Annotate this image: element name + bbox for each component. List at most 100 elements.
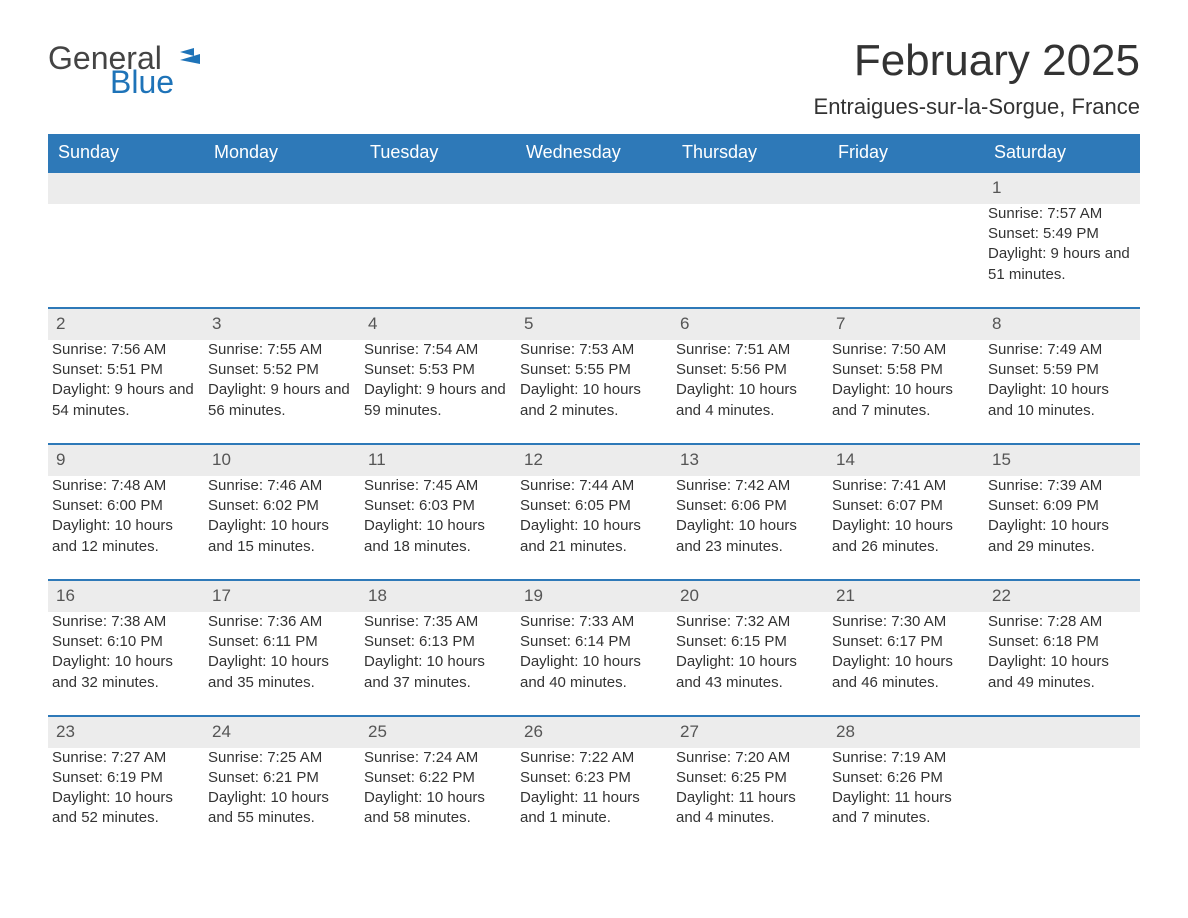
day-detail-cell: Sunrise: 7:49 AMSunset: 5:59 PMDaylight:… bbox=[984, 340, 1140, 444]
sunrise-line: Sunrise: 7:49 AM bbox=[988, 340, 1132, 360]
day-number-cell: 13 bbox=[672, 444, 828, 476]
sunrise-line: Sunrise: 7:53 AM bbox=[520, 340, 664, 360]
day-detail-cell: Sunrise: 7:30 AMSunset: 6:17 PMDaylight:… bbox=[828, 612, 984, 716]
daylight-line: Daylight: 11 hours and 1 minute. bbox=[520, 788, 664, 829]
day-number-cell: 9 bbox=[48, 444, 204, 476]
day-detail-cell: Sunrise: 7:48 AMSunset: 6:00 PMDaylight:… bbox=[48, 476, 204, 580]
sunset-line: Sunset: 6:15 PM bbox=[676, 632, 820, 652]
sunrise-line: Sunrise: 7:22 AM bbox=[520, 748, 664, 768]
sunset-line: Sunset: 6:23 PM bbox=[520, 768, 664, 788]
day-number-cell bbox=[516, 172, 672, 204]
daylight-line: Daylight: 9 hours and 56 minutes. bbox=[208, 380, 352, 421]
sunset-line: Sunset: 6:21 PM bbox=[208, 768, 352, 788]
day-detail-cell: Sunrise: 7:45 AMSunset: 6:03 PMDaylight:… bbox=[360, 476, 516, 580]
day-detail-cell: Sunrise: 7:44 AMSunset: 6:05 PMDaylight:… bbox=[516, 476, 672, 580]
sunrise-line: Sunrise: 7:41 AM bbox=[832, 476, 976, 496]
header: General Blue February 2025 Entraigues-su… bbox=[48, 36, 1140, 120]
daynum-row: 9101112131415 bbox=[48, 444, 1140, 476]
sunset-line: Sunset: 6:19 PM bbox=[52, 768, 196, 788]
sunset-line: Sunset: 6:06 PM bbox=[676, 496, 820, 516]
day-number-cell bbox=[828, 172, 984, 204]
day-number-cell: 21 bbox=[828, 580, 984, 612]
day-detail-cell: Sunrise: 7:33 AMSunset: 6:14 PMDaylight:… bbox=[516, 612, 672, 716]
sunset-line: Sunset: 6:03 PM bbox=[364, 496, 508, 516]
day-detail-cell bbox=[48, 204, 204, 308]
detail-row: Sunrise: 7:56 AMSunset: 5:51 PMDaylight:… bbox=[48, 340, 1140, 444]
daylight-line: Daylight: 10 hours and 7 minutes. bbox=[832, 380, 976, 421]
sunrise-line: Sunrise: 7:56 AM bbox=[52, 340, 196, 360]
day-number-cell: 17 bbox=[204, 580, 360, 612]
sunrise-line: Sunrise: 7:48 AM bbox=[52, 476, 196, 496]
day-detail-cell: Sunrise: 7:36 AMSunset: 6:11 PMDaylight:… bbox=[204, 612, 360, 716]
daylight-line: Daylight: 10 hours and 43 minutes. bbox=[676, 652, 820, 693]
day-number-cell: 3 bbox=[204, 308, 360, 340]
day-number-cell bbox=[672, 172, 828, 204]
day-detail-cell bbox=[516, 204, 672, 308]
sunset-line: Sunset: 5:52 PM bbox=[208, 360, 352, 380]
daylight-line: Daylight: 10 hours and 49 minutes. bbox=[988, 652, 1132, 693]
day-detail-cell: Sunrise: 7:46 AMSunset: 6:02 PMDaylight:… bbox=[204, 476, 360, 580]
sunrise-line: Sunrise: 7:30 AM bbox=[832, 612, 976, 632]
daylight-line: Daylight: 10 hours and 46 minutes. bbox=[832, 652, 976, 693]
day-detail-cell bbox=[360, 204, 516, 308]
day-detail-cell: Sunrise: 7:28 AMSunset: 6:18 PMDaylight:… bbox=[984, 612, 1140, 716]
day-detail-cell: Sunrise: 7:39 AMSunset: 6:09 PMDaylight:… bbox=[984, 476, 1140, 580]
weekday-header: Thursday bbox=[672, 134, 828, 172]
day-detail-cell: Sunrise: 7:25 AMSunset: 6:21 PMDaylight:… bbox=[204, 748, 360, 851]
sunset-line: Sunset: 6:17 PM bbox=[832, 632, 976, 652]
weekday-header: Saturday bbox=[984, 134, 1140, 172]
sunset-line: Sunset: 5:51 PM bbox=[52, 360, 196, 380]
sunrise-line: Sunrise: 7:35 AM bbox=[364, 612, 508, 632]
sunset-line: Sunset: 5:49 PM bbox=[988, 224, 1132, 244]
sunrise-line: Sunrise: 7:51 AM bbox=[676, 340, 820, 360]
daynum-row: 1 bbox=[48, 172, 1140, 204]
day-number-cell: 1 bbox=[984, 172, 1140, 204]
sunset-line: Sunset: 5:58 PM bbox=[832, 360, 976, 380]
day-detail-cell: Sunrise: 7:54 AMSunset: 5:53 PMDaylight:… bbox=[360, 340, 516, 444]
day-number-cell: 19 bbox=[516, 580, 672, 612]
daylight-line: Daylight: 10 hours and 4 minutes. bbox=[676, 380, 820, 421]
daylight-line: Daylight: 9 hours and 59 minutes. bbox=[364, 380, 508, 421]
day-detail-cell: Sunrise: 7:38 AMSunset: 6:10 PMDaylight:… bbox=[48, 612, 204, 716]
sunrise-line: Sunrise: 7:20 AM bbox=[676, 748, 820, 768]
day-number-cell: 28 bbox=[828, 716, 984, 748]
day-detail-cell: Sunrise: 7:50 AMSunset: 5:58 PMDaylight:… bbox=[828, 340, 984, 444]
daylight-line: Daylight: 10 hours and 18 minutes. bbox=[364, 516, 508, 557]
day-number-cell: 23 bbox=[48, 716, 204, 748]
sunrise-line: Sunrise: 7:27 AM bbox=[52, 748, 196, 768]
day-number-cell: 4 bbox=[360, 308, 516, 340]
location-label: Entraigues-sur-la-Sorgue, France bbox=[814, 94, 1140, 120]
sunrise-line: Sunrise: 7:38 AM bbox=[52, 612, 196, 632]
brand-logo: General Blue bbox=[48, 36, 202, 98]
day-number-cell bbox=[204, 172, 360, 204]
day-detail-cell: Sunrise: 7:35 AMSunset: 6:13 PMDaylight:… bbox=[360, 612, 516, 716]
day-number-cell: 24 bbox=[204, 716, 360, 748]
daylight-line: Daylight: 11 hours and 4 minutes. bbox=[676, 788, 820, 829]
detail-row: Sunrise: 7:27 AMSunset: 6:19 PM Daylight:… bbox=[48, 748, 1140, 851]
sunset-line: Sunset: 5:55 PM bbox=[520, 360, 664, 380]
sunset-line: Sunset: 6:07 PM bbox=[832, 496, 976, 516]
daylight-line: Daylight: 10 hours and 23 minutes. bbox=[676, 516, 820, 557]
weekday-header: Sunday bbox=[48, 134, 204, 172]
sunset-line: Sunset: 6:10 PM bbox=[52, 632, 196, 652]
day-number-cell bbox=[48, 172, 204, 204]
sunrise-line: Sunrise: 7:42 AM bbox=[676, 476, 820, 496]
weekday-header: Wednesday bbox=[516, 134, 672, 172]
sunrise-line: Sunrise: 7:57 AM bbox=[988, 204, 1132, 224]
daylight-line: Daylight: 10 hours and 2 minutes. bbox=[520, 380, 664, 421]
weekday-header: Tuesday bbox=[360, 134, 516, 172]
calendar-body: 1Sunrise: 7:57 AMSunset: 5:49 PM Daylight… bbox=[48, 172, 1140, 851]
flag-icon bbox=[180, 48, 204, 68]
brand-text-blue: Blue bbox=[110, 66, 174, 98]
day-detail-cell: Sunrise: 7:56 AMSunset: 5:51 PMDaylight:… bbox=[48, 340, 204, 444]
daylight-line: Daylight: 10 hours and 26 minutes. bbox=[832, 516, 976, 557]
daynum-row: 232425262728 bbox=[48, 716, 1140, 748]
title-block: February 2025 Entraigues-sur-la-Sorgue, … bbox=[814, 36, 1140, 120]
daylight-line: Daylight: 9 hours and 54 minutes. bbox=[52, 380, 196, 421]
daylight-line: Daylight: 10 hours and 58 minutes. bbox=[364, 788, 508, 829]
day-number-cell: 18 bbox=[360, 580, 516, 612]
detail-row: Sunrise: 7:48 AMSunset: 6:00 PMDaylight:… bbox=[48, 476, 1140, 580]
sunset-line: Sunset: 5:53 PM bbox=[364, 360, 508, 380]
sunset-line: Sunset: 6:05 PM bbox=[520, 496, 664, 516]
day-detail-cell: Sunrise: 7:55 AMSunset: 5:52 PMDaylight:… bbox=[204, 340, 360, 444]
